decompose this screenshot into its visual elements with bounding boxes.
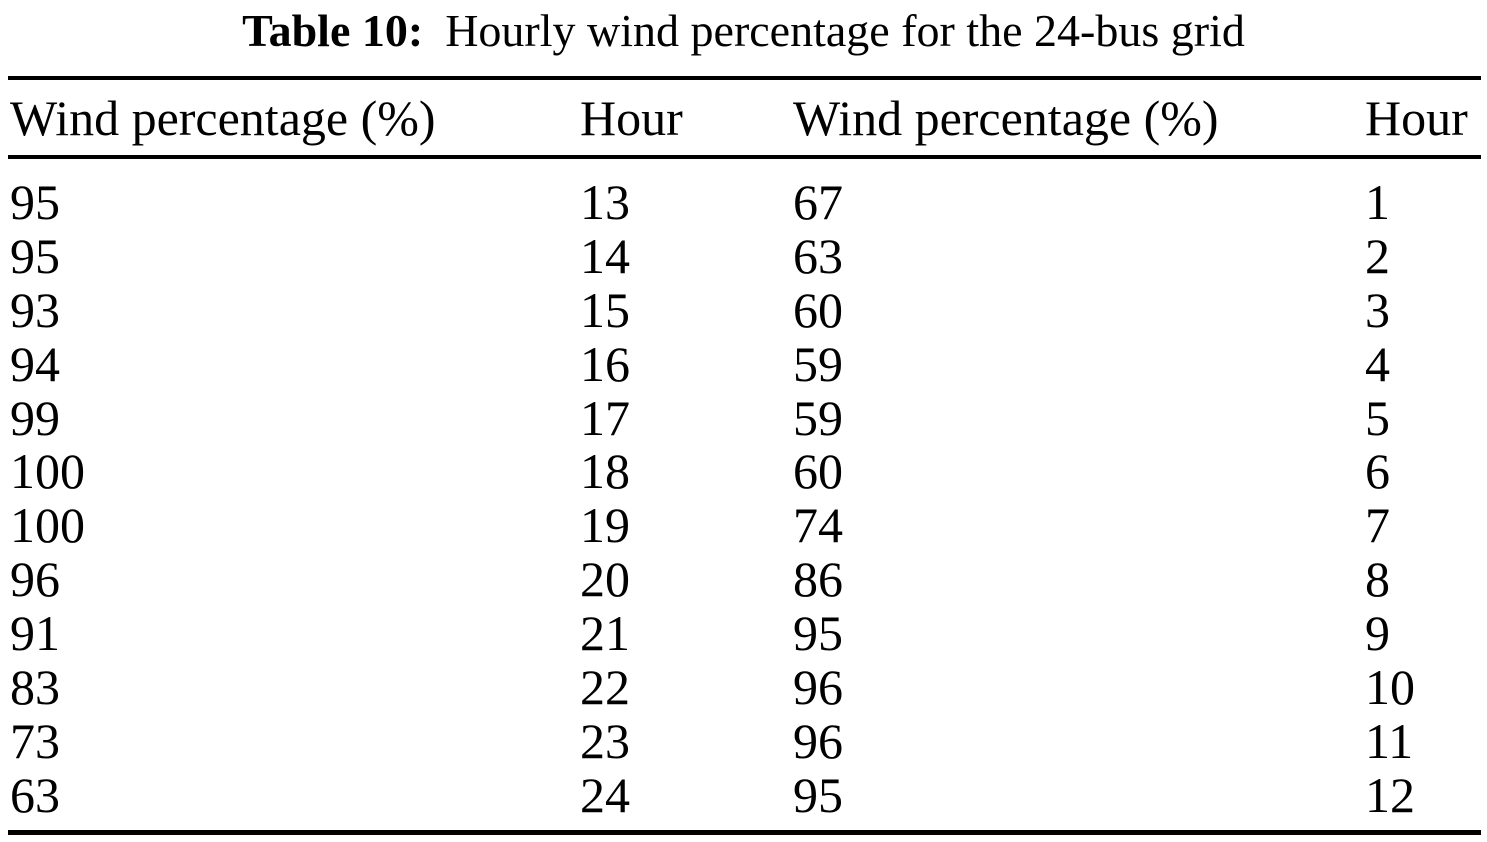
cell-hour-left: 22 (580, 659, 630, 716)
cell-wind-percentage-left: 95 (10, 174, 60, 230)
cell-hour-left: 13 (580, 174, 630, 230)
table-row: 94 16 59 4 (8, 335, 1481, 392)
cell-hour-right: 9 (1365, 605, 1390, 662)
cell-wind-percentage-right: 95 (793, 605, 843, 662)
table-row: 100 19 74 7 (8, 496, 1481, 553)
top-rule (8, 76, 1481, 80)
cell-hour-right: 2 (1365, 227, 1390, 284)
cell-hour-right: 4 (1365, 335, 1390, 392)
table-row: 95 14 63 2 (8, 227, 1481, 284)
cell-wind-percentage-right: 96 (793, 712, 843, 769)
cell-hour-right: 5 (1365, 389, 1390, 446)
cell-hour-right: 12 (1365, 766, 1415, 823)
header-hour-left: Hour (580, 89, 683, 146)
cell-wind-percentage-left: 94 (10, 335, 60, 392)
cell-hour-left: 23 (580, 712, 630, 769)
cell-wind-percentage-left: 91 (10, 605, 60, 662)
cell-wind-percentage-right: 60 (793, 443, 843, 500)
table-body: 95 13 67 1 95 14 63 2 93 15 60 3 94 16 5… (8, 173, 1481, 823)
cell-wind-percentage-right: 59 (793, 335, 843, 392)
cell-hour-right: 11 (1365, 712, 1414, 769)
cell-hour-left: 24 (580, 766, 630, 823)
table-caption: Table 10: Hourly wind percentage for the … (0, 2, 1487, 60)
bottom-rule (8, 830, 1481, 835)
cell-wind-percentage-right: 96 (793, 659, 843, 716)
cell-hour-left: 14 (580, 227, 630, 284)
cell-hour-left: 17 (580, 389, 630, 446)
cell-hour-left: 15 (580, 281, 630, 338)
cell-hour-left: 21 (580, 605, 630, 662)
table-row: 100 18 60 6 (8, 442, 1481, 499)
cell-hour-right: 1 (1365, 174, 1390, 230)
table-row: 96 20 86 8 (8, 550, 1481, 607)
cell-hour-right: 8 (1365, 551, 1390, 608)
table-header-row: Wind percentage (%) Hour Wind percentage… (8, 80, 1481, 155)
cell-hour-left: 20 (580, 551, 630, 608)
cell-wind-percentage-left: 96 (10, 551, 60, 608)
cell-wind-percentage-left: 100 (10, 497, 85, 554)
cell-wind-percentage-left: 100 (10, 443, 85, 500)
cell-hour-left: 19 (580, 497, 630, 554)
cell-hour-left: 16 (580, 335, 630, 392)
table-row: 93 15 60 3 (8, 281, 1481, 338)
header-rule (8, 155, 1481, 159)
caption-text: Hourly wind percentage for the 24-bus gr… (445, 5, 1245, 56)
cell-wind-percentage-left: 99 (10, 389, 60, 446)
cell-wind-percentage-right: 60 (793, 281, 843, 338)
cell-wind-percentage-right: 95 (793, 766, 843, 823)
cell-wind-percentage-right: 74 (793, 497, 843, 554)
table-row: 83 22 96 10 (8, 658, 1481, 715)
header-wind-percentage-left: Wind percentage (%) (10, 89, 436, 146)
cell-hour-left: 18 (580, 443, 630, 500)
cell-wind-percentage-left: 63 (10, 766, 60, 823)
cell-hour-right: 6 (1365, 443, 1390, 500)
cell-wind-percentage-right: 67 (793, 174, 843, 230)
table-row: 91 21 95 9 (8, 604, 1481, 661)
table-row: 99 17 59 5 (8, 389, 1481, 446)
cell-wind-percentage-right: 59 (793, 389, 843, 446)
cell-wind-percentage-left: 95 (10, 227, 60, 284)
cell-hour-right: 7 (1365, 497, 1390, 554)
table-row: 63 24 95 12 (8, 766, 1481, 823)
cell-wind-percentage-right: 86 (793, 551, 843, 608)
table-row: 95 13 67 1 (8, 173, 1481, 230)
cell-wind-percentage-left: 93 (10, 281, 60, 338)
table-row: 73 23 96 11 (8, 712, 1481, 769)
header-hour-right: Hour (1365, 89, 1468, 146)
cell-wind-percentage-right: 63 (793, 227, 843, 284)
header-wind-percentage-right: Wind percentage (%) (793, 89, 1219, 146)
cell-wind-percentage-left: 73 (10, 712, 60, 769)
cell-hour-right: 10 (1365, 659, 1415, 716)
cell-wind-percentage-left: 83 (10, 659, 60, 716)
caption-label: Table 10: (242, 5, 424, 56)
cell-hour-right: 3 (1365, 281, 1390, 338)
